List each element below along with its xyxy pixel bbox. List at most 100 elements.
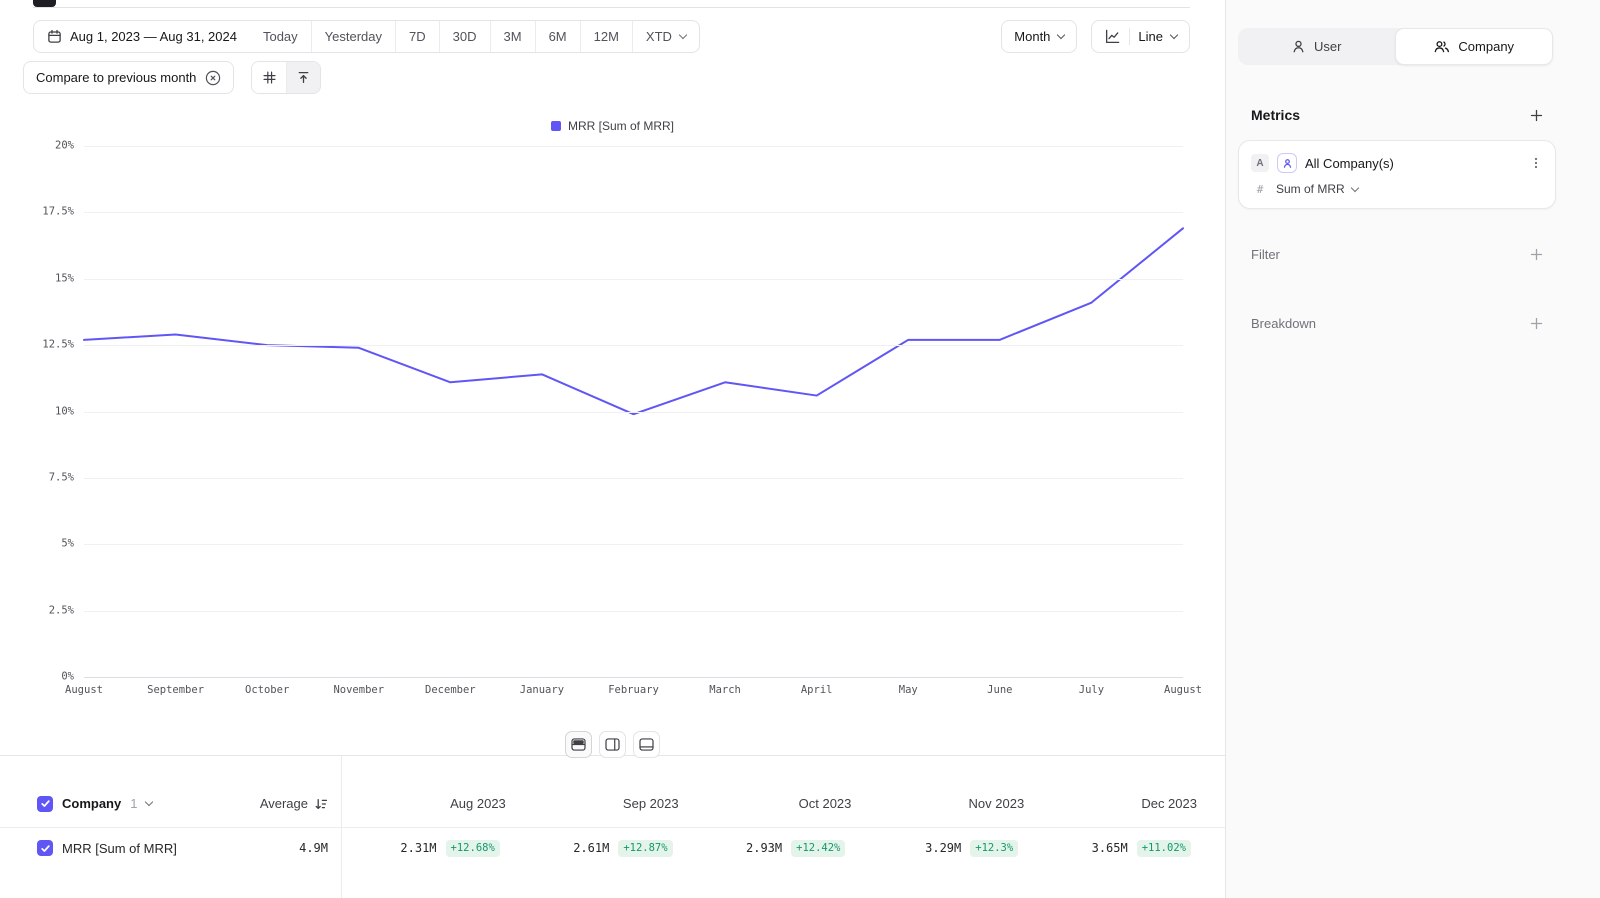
metric-cell: 2.31M +12.68% [341, 839, 514, 857]
add-filter-button[interactable] [1529, 247, 1544, 262]
x-tick-label: October [245, 684, 290, 696]
compare-chip[interactable]: Compare to previous month [23, 61, 235, 94]
chart-type-button[interactable]: Line [1091, 20, 1190, 53]
group-label: Company [62, 796, 122, 811]
scope-toggle: User Company [1238, 28, 1553, 65]
metric-cell: 2.93M +12.42% [687, 839, 860, 857]
scope-company-label: Company [1458, 39, 1515, 54]
x-tick-label: February [608, 684, 659, 696]
add-metric-button[interactable] [1529, 108, 1544, 123]
date-range-button[interactable]: Aug 1, 2023 — Aug 31, 2024 [34, 21, 250, 52]
x-tick-label: May [898, 684, 918, 696]
quick-range-30d[interactable]: 30D [438, 21, 490, 52]
gridline [84, 345, 1183, 347]
x-tick-label: September [147, 684, 205, 696]
filter-header: Filter [1251, 247, 1544, 262]
table-row-left: MRR [Sum of MRR] 4.9M [0, 840, 341, 856]
column-header: Nov 2023 [968, 796, 1025, 811]
scope-user-tab[interactable]: User [1238, 28, 1395, 65]
quick-range-yesterday[interactable]: Yesterday [310, 21, 395, 52]
x-tick-label: August [1164, 684, 1202, 696]
x-tick-label: June [987, 684, 1013, 696]
breakdown-title: Breakdown [1251, 316, 1317, 331]
select-all-checkbox[interactable] [37, 795, 53, 812]
kebab-icon [1534, 157, 1538, 169]
gridline [84, 677, 1183, 678]
table-header-left: Company 1 Average [0, 795, 341, 812]
check-icon [40, 844, 50, 852]
company-icon [1433, 39, 1450, 54]
x-tick-label: January [519, 684, 565, 696]
chart-legend: MRR [Sum of MRR] [0, 119, 1225, 133]
date-toolbar: Aug 1, 2023 — Aug 31, 2024 Today Yesterda… [33, 20, 700, 53]
measure-selector[interactable]: Sum of MRR [1276, 182, 1359, 196]
average-value: 4.9M [299, 841, 328, 855]
split-horizontal-icon [571, 738, 586, 751]
metrics-title: Metrics [1251, 107, 1301, 123]
scope-company-tab[interactable]: Company [1394, 28, 1553, 65]
metric-cell: 3.29M +12.3% [859, 839, 1032, 857]
date-range-label: Aug 1, 2023 — Aug 31, 2024 [70, 29, 237, 44]
chevron-down-icon [1057, 30, 1066, 40]
y-tick-label: 20% [55, 139, 74, 152]
top-edge-line [33, 7, 1190, 8]
cell-value: 2.61M [573, 841, 610, 855]
x-tick-label: April [800, 684, 833, 696]
view-mode-side-button[interactable] [599, 731, 626, 758]
metric-card: A All Company(s) # Sum of MRR [1238, 140, 1556, 209]
date-range-group: Aug 1, 2023 — Aug 31, 2024 Today Yesterda… [33, 20, 700, 53]
gridline [84, 477, 1183, 479]
gridline [84, 610, 1183, 612]
user-icon [1291, 39, 1306, 54]
arrow-up-toggle-button[interactable] [286, 62, 321, 93]
column-header: Oct 2023 [798, 796, 852, 811]
x-tick-label: November [333, 684, 385, 696]
delta-badge: +11.02% [1136, 839, 1191, 857]
hash-icon: # [1256, 182, 1264, 196]
add-breakdown-button[interactable] [1529, 316, 1544, 331]
quick-range-12m[interactable]: 12M [579, 21, 632, 52]
metrics-header: Metrics [1251, 107, 1544, 123]
view-mode-split-button[interactable] [565, 731, 592, 758]
plot-area: 0% 2.5% 5% 7.5% 10% 12.5% 15% 17.5% 20% August Sep… [42, 139, 1202, 696]
quick-range-3m[interactable]: 3M [489, 21, 535, 52]
metric-row-label: MRR [Sum of MRR] [37, 840, 177, 856]
quick-range-today[interactable]: Today [262, 29, 298, 44]
metric-name: All Company(s) [1305, 155, 1394, 171]
compare-label: Compare to previous month [36, 70, 197, 85]
cell-value: 2.93M [746, 841, 783, 855]
chevron-down-icon [145, 797, 154, 807]
x-tick-label: July [1078, 684, 1105, 696]
remove-compare-icon[interactable] [205, 70, 221, 86]
sort-icon[interactable] [314, 797, 328, 811]
cell-value: 3.65M [1091, 841, 1128, 855]
y-tick-label: 2.5% [48, 604, 74, 617]
chart-controls: Month Line [1001, 20, 1190, 53]
group-selector[interactable]: Company 1 [37, 795, 154, 812]
quick-range-6m[interactable]: 6M [534, 21, 580, 52]
top-edge-artifact [33, 0, 56, 7]
gridline [84, 411, 1183, 413]
view-mode-bottom-button[interactable] [633, 731, 660, 758]
results-table: Company 1 Average Aug 2023 Sep 2023 Oct 20… [0, 756, 1225, 898]
arrow-up-from-line-icon [296, 70, 311, 85]
line-chart-icon [1104, 28, 1121, 45]
delta-badge: +12.87% [618, 839, 673, 857]
x-tick-label: August [65, 684, 103, 696]
quick-range-7d[interactable]: 7D [395, 21, 439, 52]
filter-title: Filter [1251, 247, 1280, 262]
measure-row: # Sum of MRR [1251, 182, 1543, 196]
metric-menu-button[interactable] [1529, 156, 1543, 170]
cell-value: 3.29M [925, 841, 962, 855]
granularity-button[interactable]: Month [1001, 20, 1078, 53]
column-header: Aug 2023 [450, 796, 506, 811]
chevron-down-icon [1350, 183, 1359, 192]
quick-range-xtd[interactable]: XTD [631, 21, 699, 52]
row-checkbox[interactable] [37, 840, 53, 856]
measure-label: Sum of MRR [1276, 182, 1345, 196]
delta-badge: +12.42% [791, 839, 846, 857]
gridline [84, 544, 1183, 546]
gridlines-toggle-button[interactable] [252, 62, 287, 93]
split-vertical-icon [605, 738, 620, 751]
